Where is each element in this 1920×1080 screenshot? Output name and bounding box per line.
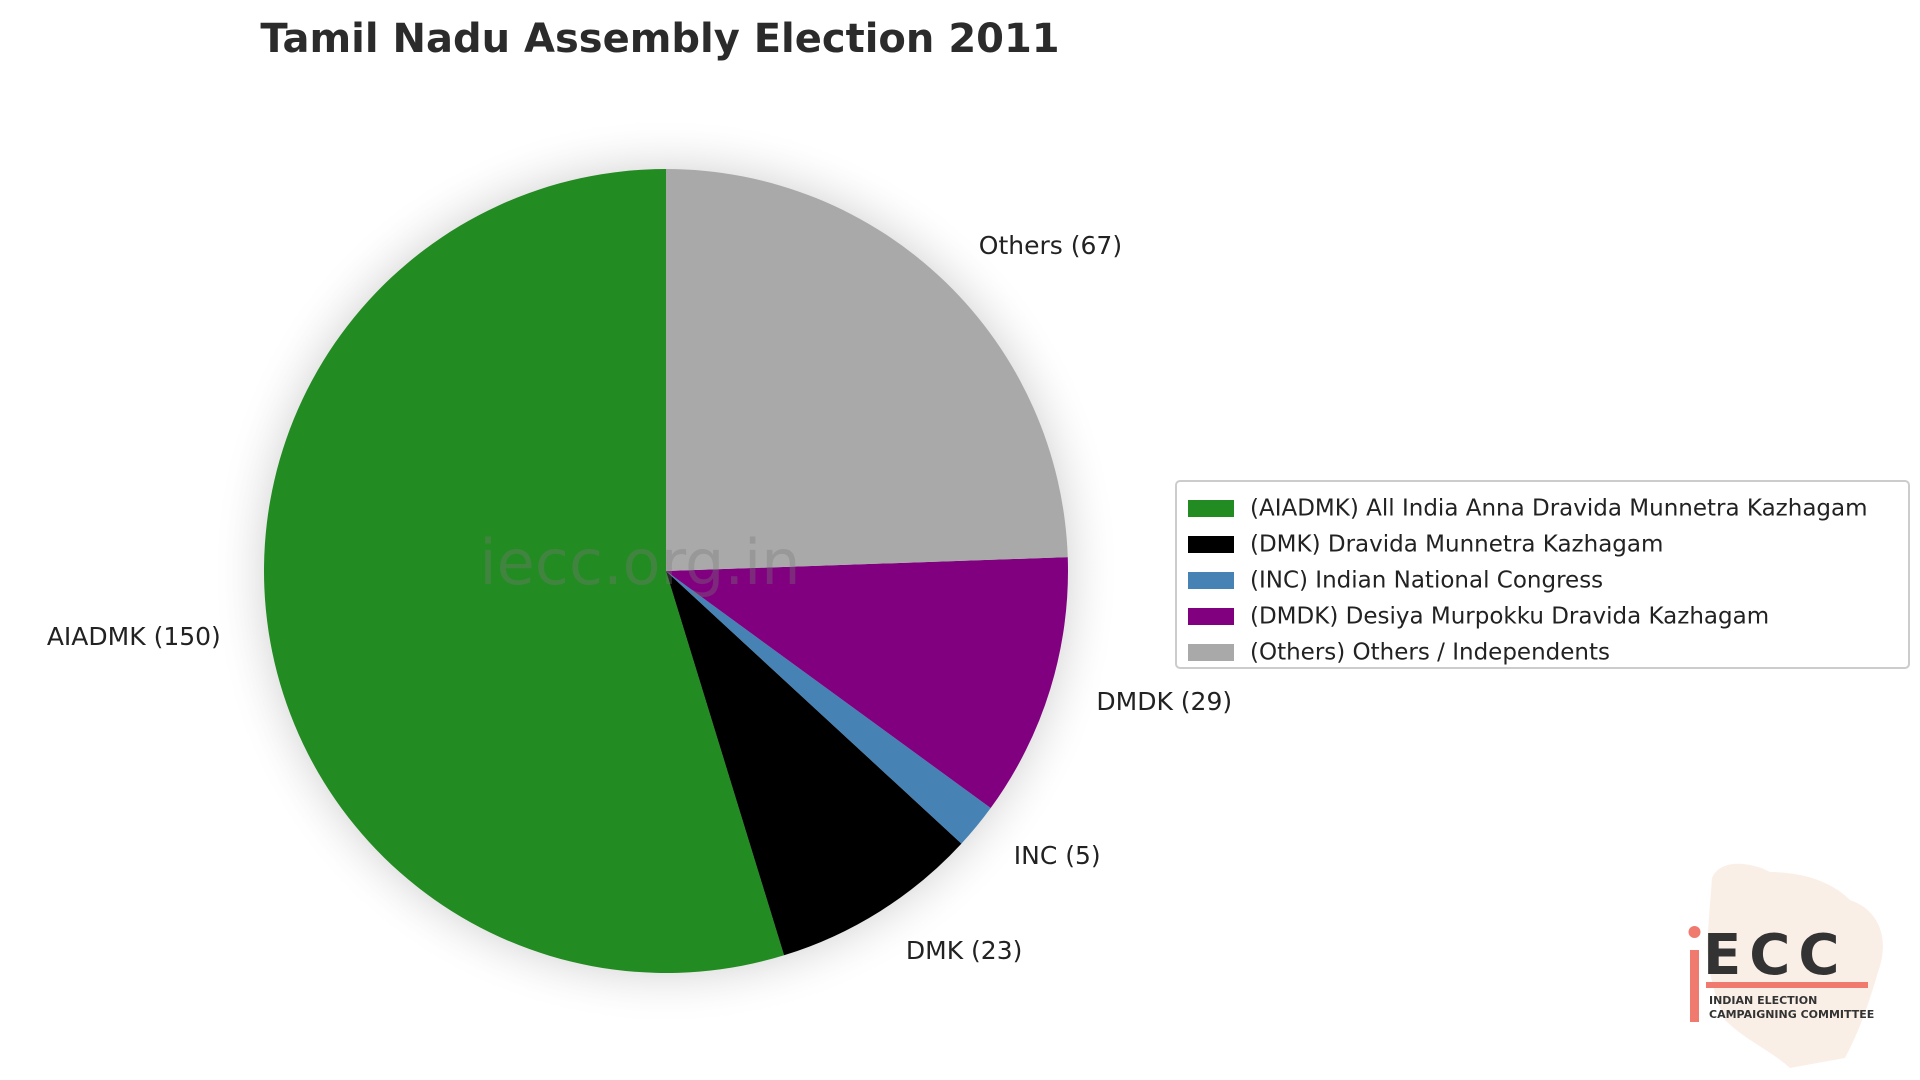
legend-swatch-dmk xyxy=(1188,536,1234,553)
slice-label-inc: INC (5) xyxy=(1014,841,1101,870)
pie-slice-aiadmk xyxy=(263,169,785,974)
logo-map-shape xyxy=(1707,863,1883,1068)
logo-i-dot xyxy=(1688,926,1701,938)
legend-label-dmk: (DMK) Dravida Munnetra Kazhagam xyxy=(1250,532,1663,558)
logo-i-stem xyxy=(1690,950,1699,1022)
slice-label-aiadmk: AIADMK (150) xyxy=(47,622,221,651)
legend-swatch-others xyxy=(1188,644,1234,661)
legend-label-dmdk: (DMDK) Desiya Murpokku Dravida Kazhagam xyxy=(1250,604,1769,630)
slice-labels: AIADMK (150) DMK (23) INC (5) DMDK (29) Othe… xyxy=(47,231,1232,965)
legend-swatch-inc xyxy=(1188,572,1234,589)
logo-line1: INDIAN ELECTION xyxy=(1709,994,1817,1007)
logo-line2: CAMPAIGNING COMMITTEE xyxy=(1709,1008,1874,1021)
legend-label-aiadmk: (AIADMK) All India Anna Dravida Munnetra… xyxy=(1250,496,1868,522)
legend-swatch-aiadmk xyxy=(1188,500,1234,517)
slice-label-dmdk: DMDK (29) xyxy=(1096,687,1232,716)
legend-frame xyxy=(1175,480,1910,669)
chart-title: Tamil Nadu Assembly Election 2011 xyxy=(260,16,1059,62)
watermark: iecc.org.in xyxy=(479,526,800,599)
logo-mark: ECC xyxy=(1703,923,1847,988)
legend-items: (AIADMK) All India Anna Dravida Munnetra… xyxy=(1188,496,1868,666)
legend-label-inc: (INC) Indian National Congress xyxy=(1250,568,1603,594)
logo-underline xyxy=(1706,982,1868,988)
legend-swatch-dmdk xyxy=(1188,608,1234,625)
legend: (AIADMK) All India Anna Dravida Munnetra… xyxy=(1175,480,1910,669)
pie-slice-others xyxy=(666,169,1068,571)
iecc-logo: ECC INDIAN ELECTION CAMPAIGNING COMMITTE… xyxy=(1688,863,1883,1068)
legend-label-others: (Others) Others / Independents xyxy=(1250,640,1610,666)
slice-label-dmk: DMK (23) xyxy=(906,936,1022,965)
pie-slices xyxy=(263,169,1068,974)
pie-slice-inc xyxy=(666,571,991,844)
slice-label-others: Others (67) xyxy=(979,231,1122,260)
pie-slice-dmk xyxy=(666,571,962,956)
pie-slice-dmdk xyxy=(666,557,1068,809)
